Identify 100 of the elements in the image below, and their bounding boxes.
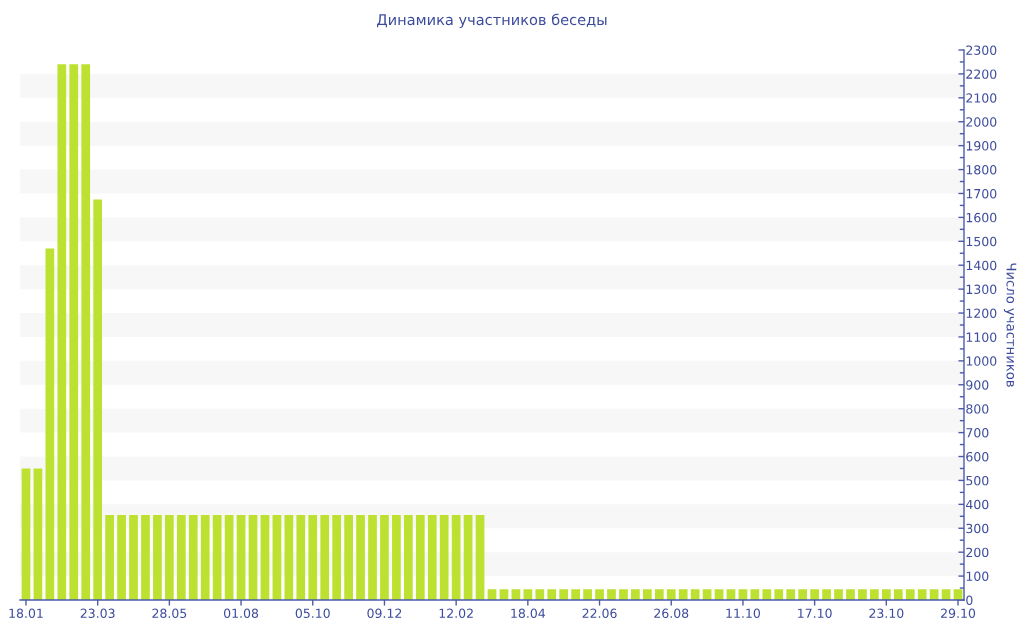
bar — [427, 515, 437, 600]
bar — [356, 515, 365, 600]
bar — [392, 515, 401, 600]
bar — [415, 515, 425, 600]
bar — [380, 515, 389, 600]
y-tick-label: 2300 — [966, 45, 997, 55]
bar — [308, 515, 318, 600]
bar — [642, 589, 652, 600]
x-tick-label: 22.06 — [582, 608, 617, 619]
bar — [631, 589, 640, 600]
y-tick-label: 1000 — [966, 356, 997, 366]
bar — [153, 515, 162, 600]
bar — [583, 589, 592, 600]
y-tick-label: 200 — [966, 547, 989, 558]
x-tick-label: 12.02 — [439, 608, 473, 619]
bar — [236, 515, 246, 600]
bar — [129, 515, 138, 600]
x-tick-label: 29.10 — [941, 608, 976, 619]
bar — [200, 515, 210, 600]
bar — [368, 515, 377, 600]
bar — [917, 589, 927, 600]
bar — [547, 589, 557, 600]
bar — [762, 589, 772, 600]
bar — [893, 589, 903, 600]
y-tick-label: 1600 — [966, 212, 997, 223]
bar — [666, 589, 676, 600]
bar — [176, 515, 186, 600]
bar — [810, 589, 819, 600]
bar — [69, 64, 79, 600]
y-tick-label: 1400 — [966, 260, 997, 271]
x-tick-label: 01.08 — [223, 608, 259, 619]
bar — [260, 515, 270, 600]
bar — [798, 589, 808, 600]
y-tick-label: 1800 — [966, 165, 997, 175]
bar — [870, 589, 879, 600]
bar — [523, 589, 533, 600]
y-tick-label: 800 — [966, 404, 989, 414]
x-tick-label: 26.08 — [654, 608, 689, 619]
y-tick-label: 400 — [966, 499, 989, 510]
bar — [834, 589, 843, 600]
bar — [905, 589, 915, 600]
bar — [619, 589, 628, 600]
y-axis-title: Число участников — [1003, 263, 1017, 387]
x-tick-label: 05.10 — [295, 608, 330, 619]
bar — [846, 589, 855, 600]
bar — [607, 589, 616, 600]
bar — [188, 515, 198, 600]
bar — [451, 515, 461, 600]
y-tick-label: 700 — [966, 428, 989, 438]
bar — [212, 515, 222, 600]
x-tick-label: 28.05 — [152, 608, 187, 619]
bar — [165, 515, 174, 600]
bar — [678, 589, 688, 600]
y-tick-label: 2000 — [966, 117, 997, 127]
bar — [571, 589, 581, 600]
y-tick-label: 1700 — [966, 188, 997, 199]
bar — [535, 589, 545, 600]
bar — [248, 515, 258, 600]
bar — [57, 64, 67, 600]
y-tick-label: 2100 — [966, 93, 997, 103]
x-tick-label: 23.10 — [869, 608, 904, 619]
bar — [105, 515, 114, 600]
chart-title: Динамика участников беседы — [377, 13, 607, 29]
x-tick-label: 23.03 — [80, 608, 115, 619]
bar — [272, 515, 282, 600]
bar — [344, 515, 353, 600]
bar — [786, 589, 796, 600]
bar — [21, 468, 31, 600]
bar — [33, 468, 43, 600]
y-tick-label: 2200 — [966, 69, 997, 79]
y-tick-label: 1300 — [966, 284, 997, 295]
bar — [439, 515, 449, 600]
bar — [475, 515, 485, 600]
y-tick-label: 300 — [966, 523, 989, 534]
bar — [654, 589, 664, 600]
y-tick-label: 1900 — [966, 141, 997, 151]
x-tick-label: 11.10 — [726, 608, 760, 619]
bar — [403, 515, 413, 600]
x-tick-label: 09.12 — [367, 608, 402, 619]
x-tick-label: 17.10 — [798, 608, 832, 619]
bar — [774, 589, 784, 600]
bar — [559, 589, 569, 600]
x-tick-label: 18.01 — [9, 608, 43, 619]
y-tick-label: 600 — [966, 451, 989, 462]
bar — [320, 515, 330, 600]
bar — [284, 515, 294, 600]
y-tick-label: 1100 — [966, 332, 997, 342]
bar — [224, 515, 234, 600]
bar — [81, 64, 91, 600]
bar — [141, 515, 150, 600]
y-tick-label: 1200 — [966, 308, 997, 318]
bar — [822, 589, 831, 600]
bar — [881, 589, 891, 600]
bar — [93, 199, 103, 600]
bar — [296, 515, 306, 600]
bar — [117, 515, 126, 600]
y-tick-label: 500 — [966, 475, 989, 486]
bar — [595, 589, 604, 600]
bar — [332, 515, 342, 600]
y-tick-label: 1500 — [966, 236, 997, 247]
